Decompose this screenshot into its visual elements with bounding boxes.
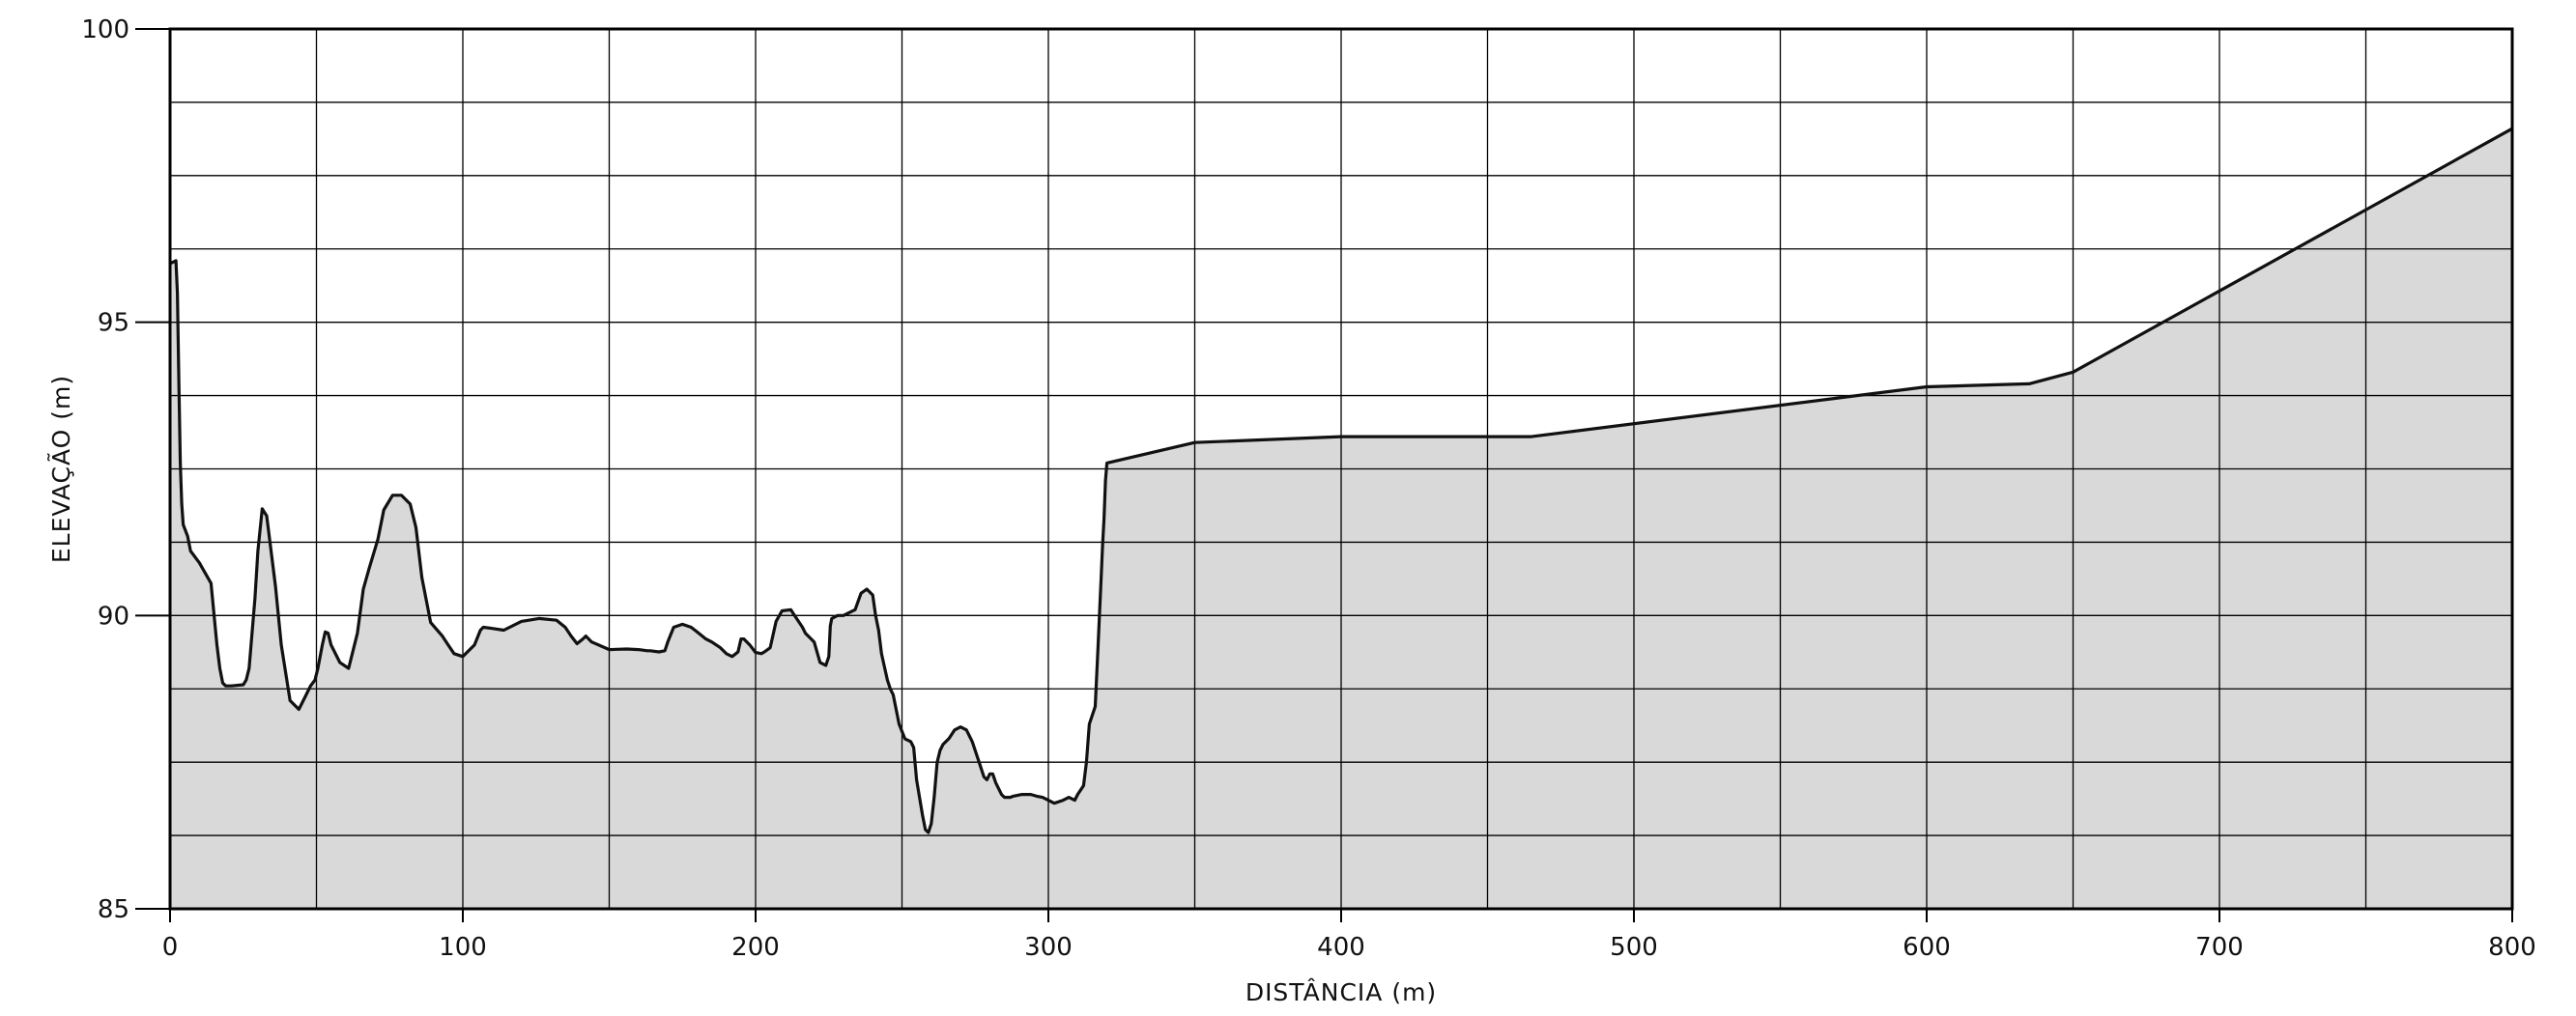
x-tick-label: 400 xyxy=(1317,933,1365,962)
y-tick-label: 90 xyxy=(98,602,129,631)
terrain-profile-line xyxy=(169,127,2513,834)
x-axis-title: DISTÂNCIA (m) xyxy=(1245,978,1437,1006)
y-axis-title: ELEVAÇÃO (m) xyxy=(46,375,75,563)
terrain-line-layer xyxy=(169,127,2513,834)
x-tick-label: 0 xyxy=(162,933,179,962)
grid-lines xyxy=(170,29,2512,909)
x-tick-label: 100 xyxy=(439,933,487,962)
x-tick-label: 500 xyxy=(1610,933,1658,962)
y-tick-label: 95 xyxy=(98,309,129,338)
x-tick-label: 300 xyxy=(1024,933,1073,962)
x-tick-label: 600 xyxy=(1903,933,1951,962)
axis-ticks xyxy=(135,28,2513,922)
y-tick-label: 85 xyxy=(98,895,129,924)
tick-labels: 0 100 200 300 400 500 600 700 800 85 90 95 100 xyxy=(81,15,2535,962)
y-tick-label: 100 xyxy=(81,15,129,44)
x-tick-label: 700 xyxy=(2195,933,2244,962)
x-tick-label: 800 xyxy=(2488,933,2536,962)
x-tick-label: 200 xyxy=(731,933,780,962)
